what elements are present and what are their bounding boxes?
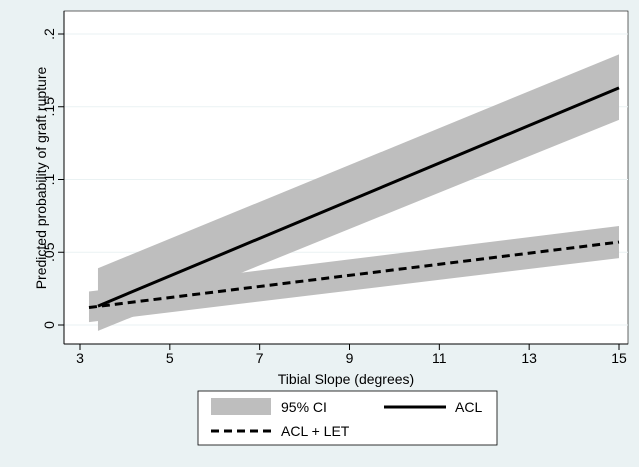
axes xyxy=(63,11,628,345)
x-tick-label: 11 xyxy=(432,350,447,366)
ci-band-acl xyxy=(97,54,619,331)
y-tick-label: .2 xyxy=(41,28,57,40)
x-axis-label: Tibial Slope (degrees) xyxy=(278,371,414,387)
legend-label-ci: 95% CI xyxy=(281,399,327,415)
x-tick-label: 15 xyxy=(611,350,627,366)
y-tick-label: .15 xyxy=(41,97,57,117)
y-ticks: 0 .05 .1 .15 .2 xyxy=(41,28,64,329)
series-line-acl-let xyxy=(88,240,620,310)
y-tick-label: .05 xyxy=(41,242,57,262)
y-tick-label: .1 xyxy=(41,173,57,185)
legend-label-acl: ACL xyxy=(455,399,482,415)
x-tick-label: 9 xyxy=(346,350,354,366)
x-tick-label: 3 xyxy=(76,350,84,366)
legend-swatch-ci xyxy=(211,398,271,415)
x-tick-label: 7 xyxy=(256,350,264,366)
x-tick-label: 13 xyxy=(521,350,537,366)
legend: 95% CI ACL ACL + LET xyxy=(197,390,498,446)
y-axis-label: Predicted probability of graft rupture xyxy=(33,67,49,290)
y-tick-label: 0 xyxy=(41,321,57,329)
x-ticks: 3 5 7 9 11 13 15 xyxy=(76,344,627,366)
series-line-acl xyxy=(97,86,620,308)
x-tick-label: 5 xyxy=(166,350,174,366)
series-lines xyxy=(88,86,620,310)
legend-label-acl-let: ACL + LET xyxy=(281,423,350,439)
